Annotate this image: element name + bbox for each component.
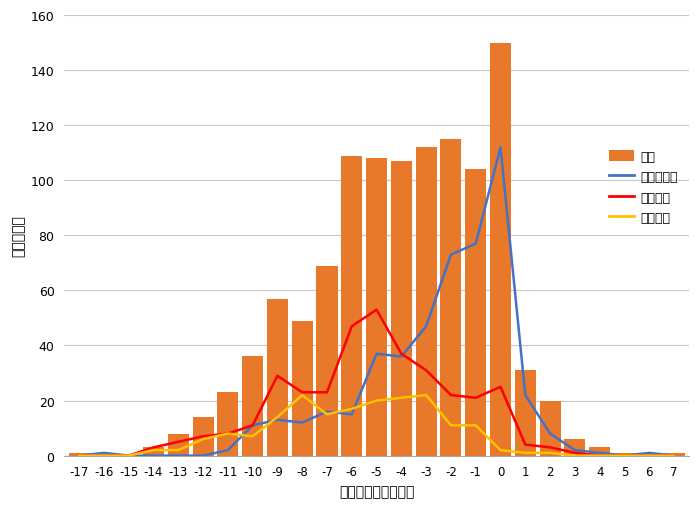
Bar (143, 447, 164, 456)
Bar (540, 401, 561, 456)
Bar (193, 417, 214, 456)
Bar (490, 44, 511, 456)
Bar (391, 162, 412, 456)
Bar (242, 357, 263, 456)
Bar (168, 434, 189, 456)
Bar (614, 453, 635, 456)
Bar (416, 148, 437, 456)
Bar (466, 170, 486, 456)
Bar (217, 392, 239, 456)
Bar (366, 159, 387, 456)
Bar (589, 447, 610, 456)
Y-axis label: メッシュ数: メッシュ数 (11, 215, 25, 257)
Bar (69, 453, 90, 456)
Bar (514, 371, 536, 456)
Bar (564, 439, 585, 456)
Bar (440, 140, 461, 456)
Bar (316, 266, 337, 456)
Bar (342, 156, 363, 456)
Bar (664, 453, 685, 456)
Bar (93, 453, 115, 456)
Bar (292, 321, 313, 456)
X-axis label: 人口増減割合（％）: 人口増減割合（％） (339, 484, 414, 498)
Bar (267, 299, 288, 456)
Legend: 全体, 前後期とも, 前期のみ, 後期のみ: 全体, 前後期とも, 前期のみ, 後期のみ (604, 146, 682, 230)
Bar (638, 453, 660, 456)
